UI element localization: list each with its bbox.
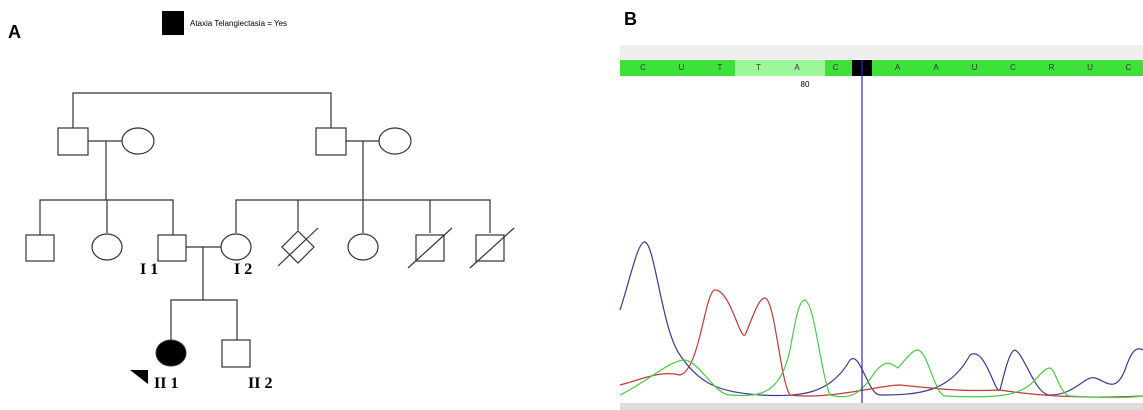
panel-label: A	[8, 22, 21, 42]
base-call: C	[833, 63, 839, 72]
base-call: A	[933, 63, 939, 72]
sequence-bar	[620, 60, 1143, 76]
base-call: T	[756, 63, 761, 72]
header-band	[620, 45, 1143, 59]
page: {"panel_a": {"label": "A", "legend": "At…	[0, 0, 1143, 410]
base-call: U	[972, 63, 978, 72]
position-label: 80	[801, 80, 810, 89]
base-call: A	[895, 63, 901, 72]
base-call: C	[1126, 63, 1132, 72]
base-call: A	[794, 63, 800, 72]
figure: A Ataxia Telangiectasia = Yes I 1 I 2 II…	[0, 0, 1143, 410]
legend-text: Ataxia Telangiectasia = Yes	[190, 19, 287, 28]
base-call: U	[1087, 63, 1093, 72]
individual-label: I 2	[234, 261, 252, 278]
pedigree	[26, 93, 514, 384]
base-call: U	[679, 63, 685, 72]
individual-label: II 1	[154, 375, 178, 392]
panel-label: B	[624, 9, 637, 29]
scroll-bar	[620, 403, 1143, 410]
base-call: C	[1010, 63, 1016, 72]
base-call: C	[640, 63, 646, 72]
individual-label: II 2	[248, 375, 272, 392]
base-call: T	[718, 63, 723, 72]
sequence-highlight	[735, 60, 825, 76]
legend-swatch	[162, 11, 184, 35]
chromatogram	[620, 242, 1143, 398]
individual-label: I 1	[140, 261, 158, 278]
base-call: R	[1049, 63, 1055, 72]
